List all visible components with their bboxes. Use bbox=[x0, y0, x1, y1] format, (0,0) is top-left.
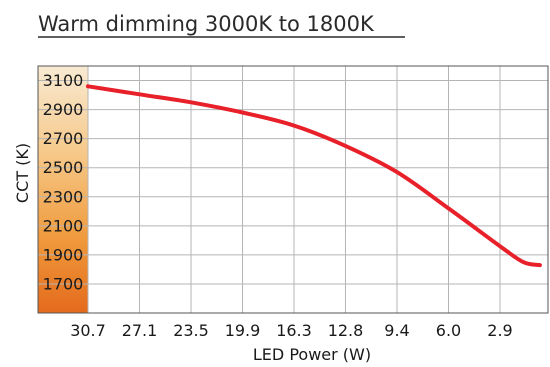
y-tick-label: 1700 bbox=[43, 274, 84, 293]
cct-gradient-band bbox=[38, 66, 88, 313]
x-tick-label: 23.5 bbox=[173, 321, 209, 340]
y-tick-label: 2300 bbox=[43, 187, 84, 206]
x-tick-label: 27.1 bbox=[122, 321, 158, 340]
y-tick-label: 2700 bbox=[43, 129, 84, 148]
chart-title: Warm dimming 3000K to 1800K bbox=[38, 12, 375, 36]
x-tick-label: 19.9 bbox=[225, 321, 261, 340]
x-tick-labels: 30.7 27.1 23.5 19.9 16.3 12.8 9.4 6.0 2.9 bbox=[70, 321, 513, 340]
grid bbox=[38, 66, 548, 313]
y-tick-labels: 3100 2900 2700 2500 2300 2100 1900 1700 bbox=[43, 71, 84, 293]
plot-border bbox=[37, 65, 549, 314]
x-tick-label: 6.0 bbox=[436, 321, 461, 340]
x-tick-label: 16.3 bbox=[276, 321, 312, 340]
y-axis-label: CCT (K) bbox=[13, 143, 32, 203]
y-tick-label: 2100 bbox=[43, 216, 84, 235]
y-tick-label: 2500 bbox=[43, 158, 84, 177]
x-tick-label: 30.7 bbox=[70, 321, 106, 340]
x-axis-label: LED Power (W) bbox=[253, 345, 371, 364]
x-tick-label: 2.9 bbox=[487, 321, 512, 340]
y-tick-label: 2900 bbox=[43, 100, 84, 119]
y-tick-label: 3100 bbox=[43, 71, 84, 90]
x-tick-label: 12.8 bbox=[328, 321, 364, 340]
series-line-0 bbox=[86, 84, 542, 268]
y-tick-label: 1900 bbox=[43, 245, 84, 264]
x-tick-label: 9.4 bbox=[384, 321, 409, 340]
series-layer bbox=[86, 84, 542, 268]
